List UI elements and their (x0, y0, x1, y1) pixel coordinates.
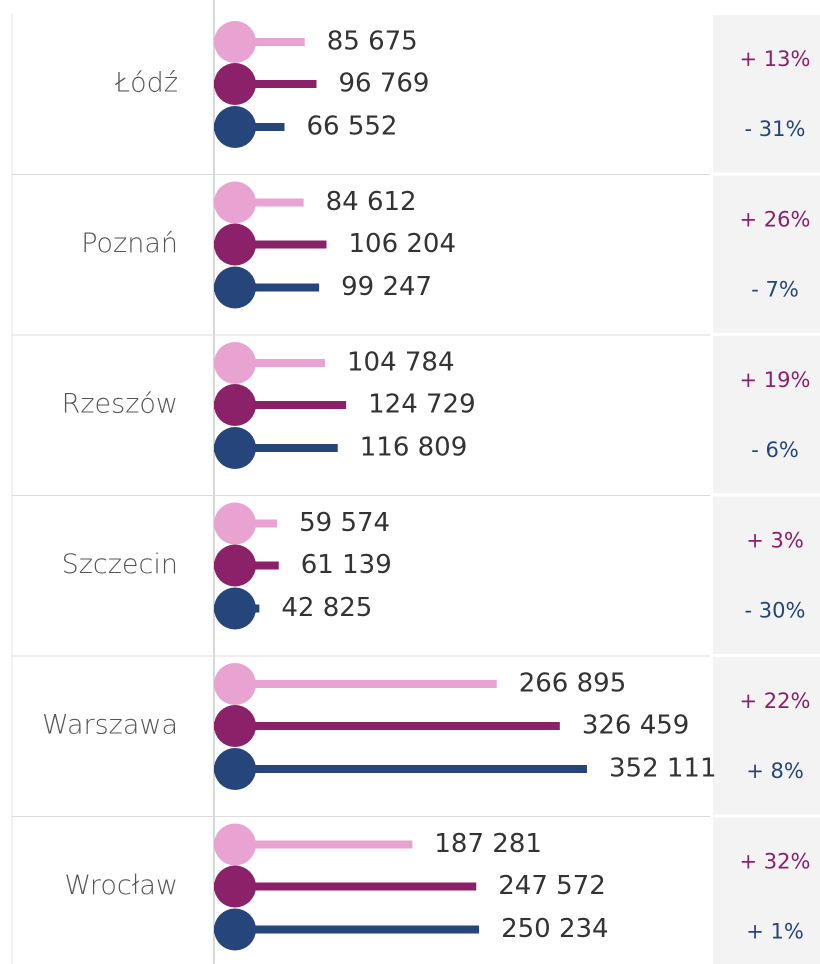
value-label: 104 784 (347, 348, 455, 378)
bar (214, 401, 347, 409)
value-label: 116 809 (360, 433, 468, 463)
bar-dot (214, 223, 256, 266)
change-panel (713, 817, 820, 964)
value-label: 66 552 (307, 112, 398, 142)
change-label: - 30% (745, 599, 806, 623)
bar (214, 925, 480, 934)
bar-dot (214, 748, 256, 790)
change-label: - 31% (745, 117, 806, 141)
bar-dot (214, 823, 256, 866)
change-label: - 6% (751, 438, 799, 462)
change-label: - 7% (751, 278, 799, 302)
bar-dot (214, 181, 256, 224)
bar-dot (214, 865, 256, 908)
category-label: Warszawa (42, 710, 178, 741)
bar (214, 680, 497, 688)
bar-dot (214, 705, 256, 747)
category-label: Wrocław (64, 870, 178, 901)
bar (214, 240, 327, 249)
value-label: 106 204 (349, 229, 457, 259)
bar (214, 80, 317, 88)
bar-dot (214, 63, 256, 105)
category-label: Łódź (114, 68, 178, 99)
bar-dot (214, 663, 256, 705)
change-panel (713, 657, 820, 815)
value-label: 96 769 (339, 69, 430, 99)
change-label: + 32% (740, 850, 811, 874)
category-label: Poznań (81, 228, 178, 259)
bar-dot (214, 266, 256, 309)
bar-dot (214, 342, 256, 384)
value-label: 266 895 (519, 669, 627, 699)
change-panel (713, 15, 820, 173)
bar (214, 765, 587, 773)
value-label: 124 729 (368, 390, 476, 420)
value-label: 42 825 (281, 593, 372, 623)
bar (214, 444, 338, 452)
value-label: 250 234 (501, 914, 609, 944)
category-label: Rzeszów (62, 389, 178, 420)
value-label: 247 572 (498, 871, 606, 901)
change-label: + 22% (740, 689, 811, 713)
change-label: + 3% (746, 529, 804, 553)
bar (214, 722, 560, 730)
category-label: Szczecin (62, 549, 178, 580)
bar-dot (214, 908, 256, 951)
bar (214, 840, 413, 849)
value-label: 326 459 (582, 711, 690, 741)
change-label: + 26% (740, 208, 811, 232)
change-panel (713, 175, 820, 333)
bar-dot (214, 502, 256, 545)
bar (214, 198, 304, 207)
bar (214, 359, 326, 367)
value-label: 352 111 (609, 754, 717, 784)
change-panel (713, 336, 820, 494)
bar-dot (214, 21, 256, 63)
bar (214, 38, 305, 46)
change-label: + 19% (740, 368, 811, 392)
change-label: + 13% (740, 47, 811, 71)
bar (214, 283, 320, 292)
value-label: 85 675 (327, 27, 418, 57)
bar (214, 882, 477, 891)
change-label: + 1% (746, 920, 804, 944)
value-label: 84 612 (326, 187, 417, 217)
change-panel (713, 496, 820, 654)
bar-dot (214, 427, 256, 469)
value-label: 59 574 (299, 508, 390, 538)
bar-dot (214, 106, 256, 148)
value-label: 187 281 (434, 829, 542, 859)
value-label: 99 247 (341, 272, 432, 302)
change-label: + 8% (746, 759, 804, 783)
bar-dot (214, 544, 256, 587)
bar-dot (214, 587, 256, 630)
value-label: 61 139 (301, 550, 392, 580)
bar-dot (214, 384, 256, 426)
